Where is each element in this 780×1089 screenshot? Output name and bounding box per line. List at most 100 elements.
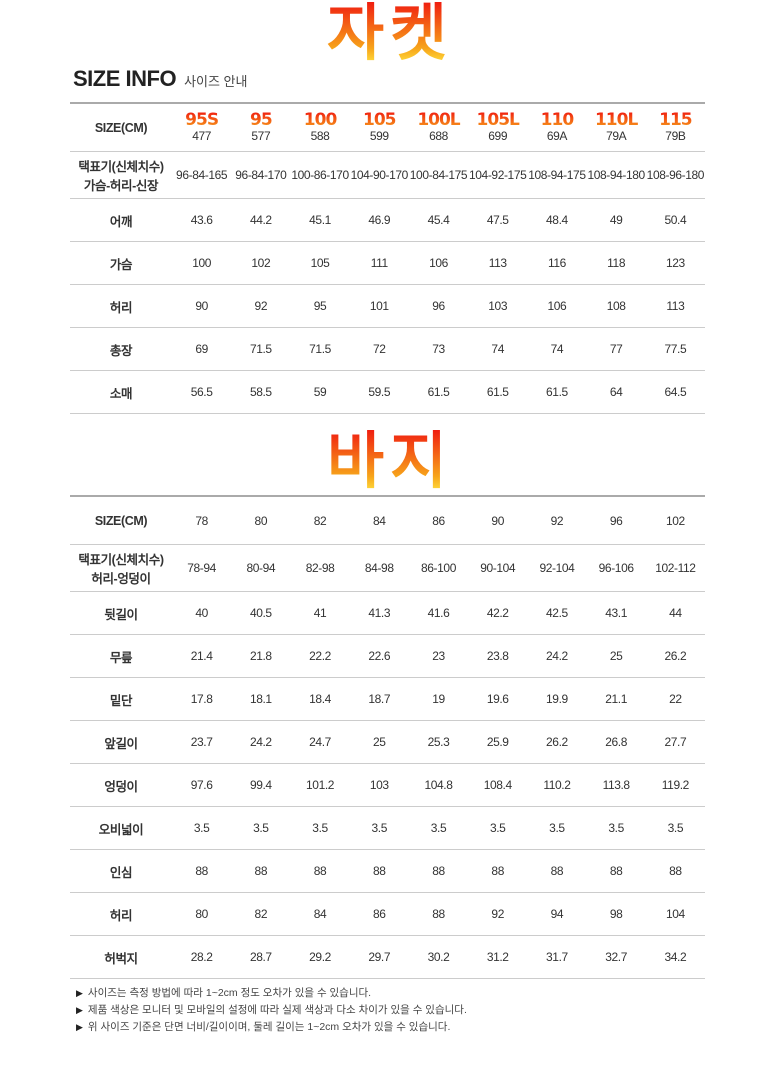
value-cell: 103 [468, 284, 528, 328]
value-cell: 22 [645, 677, 705, 721]
value-cell: 88 [408, 892, 469, 936]
value-cell: 24.7 [290, 720, 350, 764]
value-cell: 25.9 [468, 720, 528, 764]
size-info-heading: SIZE INFO 사이즈 안내 [73, 66, 247, 92]
value-cell: 3.5 [527, 806, 587, 850]
value-cell: 41.6 [408, 591, 469, 635]
size-number: 699 [488, 129, 508, 143]
tag-label-line: 허리-엉덩이 [91, 572, 151, 586]
value-cell: 25 [349, 720, 409, 764]
value-cell: 23.8 [468, 634, 528, 678]
value-cell: 84 [290, 892, 350, 936]
value-cell: 28.7 [231, 935, 291, 979]
size-cell: 86 [408, 495, 469, 545]
size-cell: 84 [349, 495, 409, 545]
size-code: 115 [646, 112, 705, 129]
value-cell: 96 [408, 284, 469, 328]
value-cell: 104 [645, 892, 705, 936]
value-cell: 49 [586, 198, 646, 242]
row-label: 인심 [70, 849, 172, 893]
value-cell: 113.8 [586, 763, 646, 807]
pants-size-table: SIZE(CM) 78 80 82 84 86 90 92 96 102 택표기(신체치수) 허리-엉… [70, 495, 705, 979]
notes: 사이즈는 측정 방법에 따라 1~2cm 정도 오차가 있을 수 있습니다. 제… [76, 985, 467, 1036]
value-cell: 3.5 [408, 806, 469, 850]
value-cell: 88 [586, 849, 646, 893]
note-item: 제품 색상은 모니터 및 모바일의 설정에 따라 실제 색상과 다소 차이가 있… [76, 1002, 467, 1019]
table-row: 가슴 100 102 105 111 106 113 116 118 123 [70, 241, 705, 285]
size-code: 100 [290, 112, 349, 129]
value-cell: 64.5 [645, 370, 705, 414]
value-cell: 116 [527, 241, 587, 285]
size-number: 79B [665, 129, 686, 143]
value-cell: 21.8 [231, 634, 291, 678]
value-cell: 77 [586, 327, 646, 371]
value-cell: 61.5 [527, 370, 587, 414]
value-cell: 123 [645, 241, 705, 285]
size-number: 78 [195, 513, 208, 528]
value-cell: 26.2 [645, 634, 705, 678]
value-cell: 18.4 [290, 677, 350, 721]
tag-cell: 108-94-180 [586, 151, 646, 199]
value-cell: 18.7 [349, 677, 409, 721]
value-cell: 108.4 [468, 763, 528, 807]
value-cell: 80 [172, 892, 232, 936]
value-cell: 43.6 [172, 198, 232, 242]
value-cell: 64 [586, 370, 646, 414]
tag-cell: 90-104 [468, 544, 528, 592]
value-cell: 69 [172, 327, 232, 371]
size-number: 80 [254, 513, 268, 528]
size-code: 110L [587, 112, 646, 129]
row-label: 오비넓이 [70, 806, 172, 850]
size-cell: 105 599 [349, 102, 409, 152]
tag-label-line: 가슴-허리-신장 [83, 179, 159, 193]
value-cell: 26.8 [586, 720, 646, 764]
value-cell: 44 [645, 591, 705, 635]
value-cell: 34.2 [645, 935, 705, 979]
value-cell: 88 [527, 849, 587, 893]
value-cell: 3.5 [290, 806, 350, 850]
value-cell: 71.5 [290, 327, 350, 371]
value-cell: 77.5 [645, 327, 705, 371]
tag-cell: 96-106 [586, 544, 646, 592]
size-cell: 100L 688 [408, 102, 469, 152]
value-cell: 3.5 [468, 806, 528, 850]
table-row: 엉덩이 97.6 99.4 101.2 103 104.8 108.4 110.2 113.8 1… [70, 763, 705, 807]
value-cell: 113 [468, 241, 528, 285]
size-cell: 95 577 [231, 102, 291, 152]
value-cell: 95 [290, 284, 350, 328]
value-cell: 106 [527, 284, 587, 328]
value-cell: 56.5 [172, 370, 232, 414]
tag-label-line: 택표기(신체치수) [78, 160, 164, 174]
tag-cell: 102-112 [645, 544, 705, 592]
size-cell: 105L 699 [468, 102, 528, 152]
value-cell: 98 [586, 892, 646, 936]
table-row: 소매 56.5 58.5 59 59.5 61.5 61.5 61.5 64 64.5 [70, 370, 705, 414]
row-label: 뒷길이 [70, 591, 172, 635]
size-cell: 80 [231, 495, 291, 545]
value-cell: 27.7 [645, 720, 705, 764]
tag-cell: 78-94 [172, 544, 232, 592]
size-number: 69A [546, 129, 568, 143]
value-cell: 40 [172, 591, 232, 635]
value-cell: 110.2 [527, 763, 587, 807]
value-cell: 3.5 [645, 806, 705, 850]
value-cell: 88 [231, 849, 291, 893]
value-cell: 42.5 [527, 591, 587, 635]
value-cell: 61.5 [468, 370, 528, 414]
table-row: 허리 90 92 95 101 96 103 106 108 113 [70, 284, 705, 328]
value-cell: 88 [645, 849, 705, 893]
value-cell: 82 [231, 892, 291, 936]
table-row: 총장 69 71.5 71.5 72 73 74 74 77 77.5 [70, 327, 705, 371]
size-code: 105L [468, 112, 527, 129]
jacket-size-table: SIZE(CM) 95S 477 95 577 100 588 105 599 100L 688 10… [70, 102, 705, 414]
tag-cell: 80-94 [231, 544, 291, 592]
size-number: 96 [609, 513, 623, 528]
value-cell: 3.5 [172, 806, 232, 850]
value-cell: 48.4 [527, 198, 587, 242]
tag-cell: 86-100 [408, 544, 469, 592]
tag-label: 택표기(신체치수) 허리-엉덩이 [70, 544, 172, 592]
size-number: 82 [313, 513, 327, 528]
value-cell: 71.5 [231, 327, 291, 371]
size-cell: 110L 79A [586, 102, 646, 152]
value-cell: 94 [527, 892, 587, 936]
